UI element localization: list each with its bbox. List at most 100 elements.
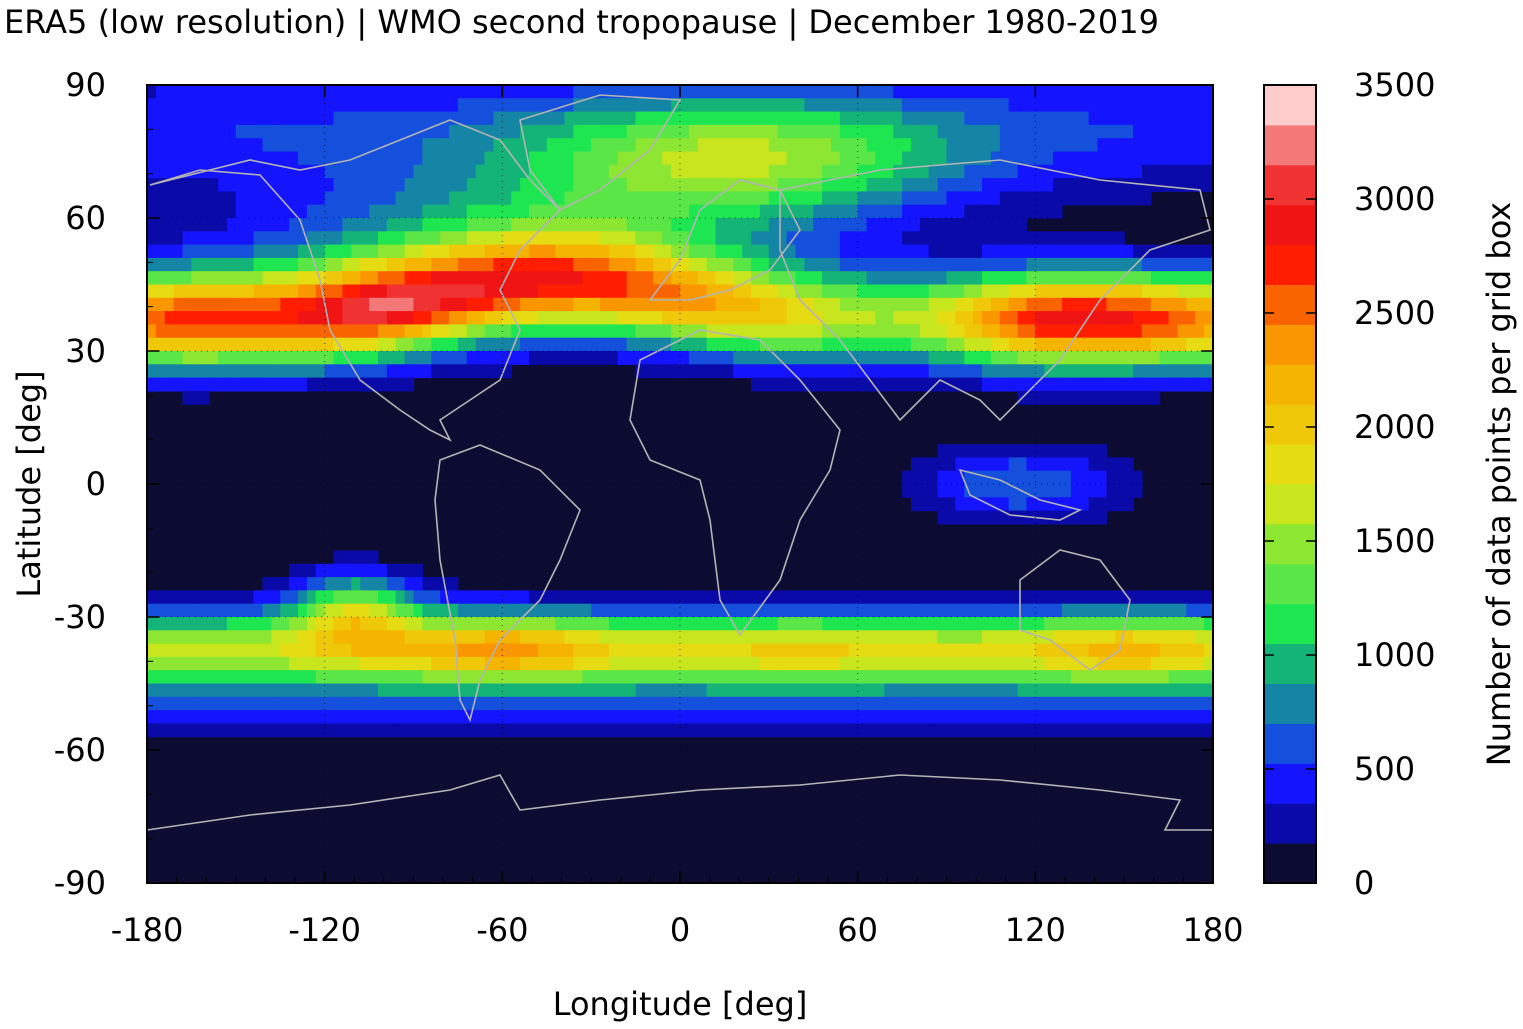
- heatmap-cell: [591, 656, 601, 671]
- heatmap-cell: [306, 124, 317, 139]
- heatmap-cell: [298, 670, 308, 685]
- heatmap-cell: [1168, 670, 1179, 685]
- heatmap-cell: [724, 151, 734, 166]
- heatmap-cell: [173, 324, 184, 339]
- heatmap-cell: [369, 297, 379, 312]
- heatmap-cell: [777, 311, 788, 325]
- heatmap-cell: [1070, 710, 1081, 724]
- heatmap-cell: [653, 151, 663, 166]
- heatmap-cell: [182, 590, 192, 605]
- heatmap-cell: [200, 643, 210, 658]
- heatmap-cell: [537, 696, 548, 711]
- heatmap-cell: [955, 683, 965, 698]
- heatmap-cell: [919, 164, 930, 179]
- heatmap-cell: [342, 710, 352, 724]
- heatmap-cell: [955, 377, 965, 392]
- heatmap-cell: [831, 218, 841, 232]
- heatmap-cell: [244, 244, 255, 259]
- heatmap-cell: [493, 590, 503, 605]
- heatmap-cell: [298, 563, 308, 578]
- heatmap-cell: [289, 178, 299, 192]
- heatmap-cell: [919, 324, 930, 339]
- heatmap-cell: [1133, 617, 1143, 631]
- heatmap-cell: [253, 351, 264, 365]
- heatmap-cell: [502, 364, 512, 379]
- heatmap-cell: [1204, 337, 1213, 352]
- heatmap-cell: [360, 696, 370, 711]
- heatmap-cell: [955, 364, 965, 379]
- heatmap-cell: [289, 191, 299, 206]
- heatmap-cell: [1079, 138, 1090, 153]
- heatmap-cell: [262, 244, 272, 259]
- heatmap-cell: [1070, 111, 1081, 126]
- heatmap-cell: [600, 337, 610, 352]
- heatmap-cell: [298, 696, 308, 711]
- heatmap-cell: [937, 510, 948, 525]
- colorbar-label: Number of data points per grid box: [1480, 202, 1518, 766]
- heatmap-cell: [333, 244, 343, 259]
- heatmap-cell: [839, 643, 850, 658]
- heatmap-cell: [911, 484, 921, 498]
- heatmap-cell: [751, 124, 761, 139]
- heatmap-cell: [1017, 590, 1028, 605]
- heatmap-cell: [1070, 457, 1081, 472]
- heatmap-cell: [315, 124, 326, 139]
- heatmap-cell: [537, 178, 548, 192]
- heatmap-cell: [1133, 670, 1143, 685]
- heatmap-cell: [911, 617, 921, 631]
- heatmap-cell: [262, 337, 272, 352]
- heatmap-cell: [324, 284, 335, 299]
- heatmap-cell: [502, 683, 512, 698]
- heatmap-cell: [706, 670, 717, 685]
- heatmap-cell: [591, 191, 601, 206]
- heatmap-cell: [511, 723, 521, 738]
- heatmap-cell: [1195, 683, 1205, 698]
- heatmap-cell: [804, 284, 814, 299]
- heatmap-cell: [440, 191, 450, 206]
- heatmap-cell: [1097, 656, 1107, 671]
- heatmap-cell: [200, 191, 210, 206]
- heatmap-cell: [822, 337, 832, 352]
- heatmap-cell: [768, 151, 779, 166]
- heatmap-cell: [1106, 337, 1116, 352]
- heatmap-cell: [742, 124, 752, 139]
- heatmap-cell: [404, 603, 415, 618]
- heatmap-cell: [422, 98, 432, 113]
- coastline-europe: [648, 179, 801, 301]
- heatmap-cell: [964, 470, 974, 485]
- heatmap-cell: [1008, 484, 1019, 498]
- heatmap-cell: [1106, 124, 1116, 139]
- heatmap-cell: [1141, 311, 1152, 325]
- heatmap-cell: [147, 204, 157, 219]
- heatmap-cell: [1070, 85, 1081, 99]
- heatmap-cell: [1070, 643, 1081, 658]
- heatmap-cell: [1195, 311, 1205, 325]
- heatmap-cell: [662, 590, 672, 605]
- heatmap-cell: [1124, 617, 1134, 631]
- heatmap-cell: [1195, 710, 1205, 724]
- heatmap-cell: [1079, 723, 1090, 738]
- heatmap-cell: [324, 656, 335, 671]
- heatmap-cell: [786, 643, 797, 658]
- heatmap-cell: [795, 590, 805, 605]
- heatmap-cell: [1168, 324, 1179, 339]
- heatmap-cell: [866, 351, 877, 365]
- heatmap-cell: [582, 723, 592, 738]
- heatmap-cell: [582, 231, 592, 246]
- heatmap-cell: [804, 351, 814, 365]
- heatmap-cell: [662, 98, 672, 113]
- heatmap-cell: [200, 656, 210, 671]
- heatmap-cell: [413, 683, 423, 698]
- heatmap-cell: [244, 710, 255, 724]
- heatmap-cell: [911, 164, 921, 179]
- heatmap-cell: [1150, 670, 1161, 685]
- heatmap-cell: [1079, 297, 1090, 312]
- heatmap-cell: [1026, 497, 1036, 512]
- heatmap-cell: [191, 311, 201, 325]
- heatmap-cell: [315, 191, 326, 206]
- heatmap-cell: [893, 151, 903, 166]
- heatmap-cell: [857, 656, 868, 671]
- heatmap-cell: [911, 138, 921, 153]
- heatmap-cell: [511, 670, 521, 685]
- heatmap-cell: [911, 683, 921, 698]
